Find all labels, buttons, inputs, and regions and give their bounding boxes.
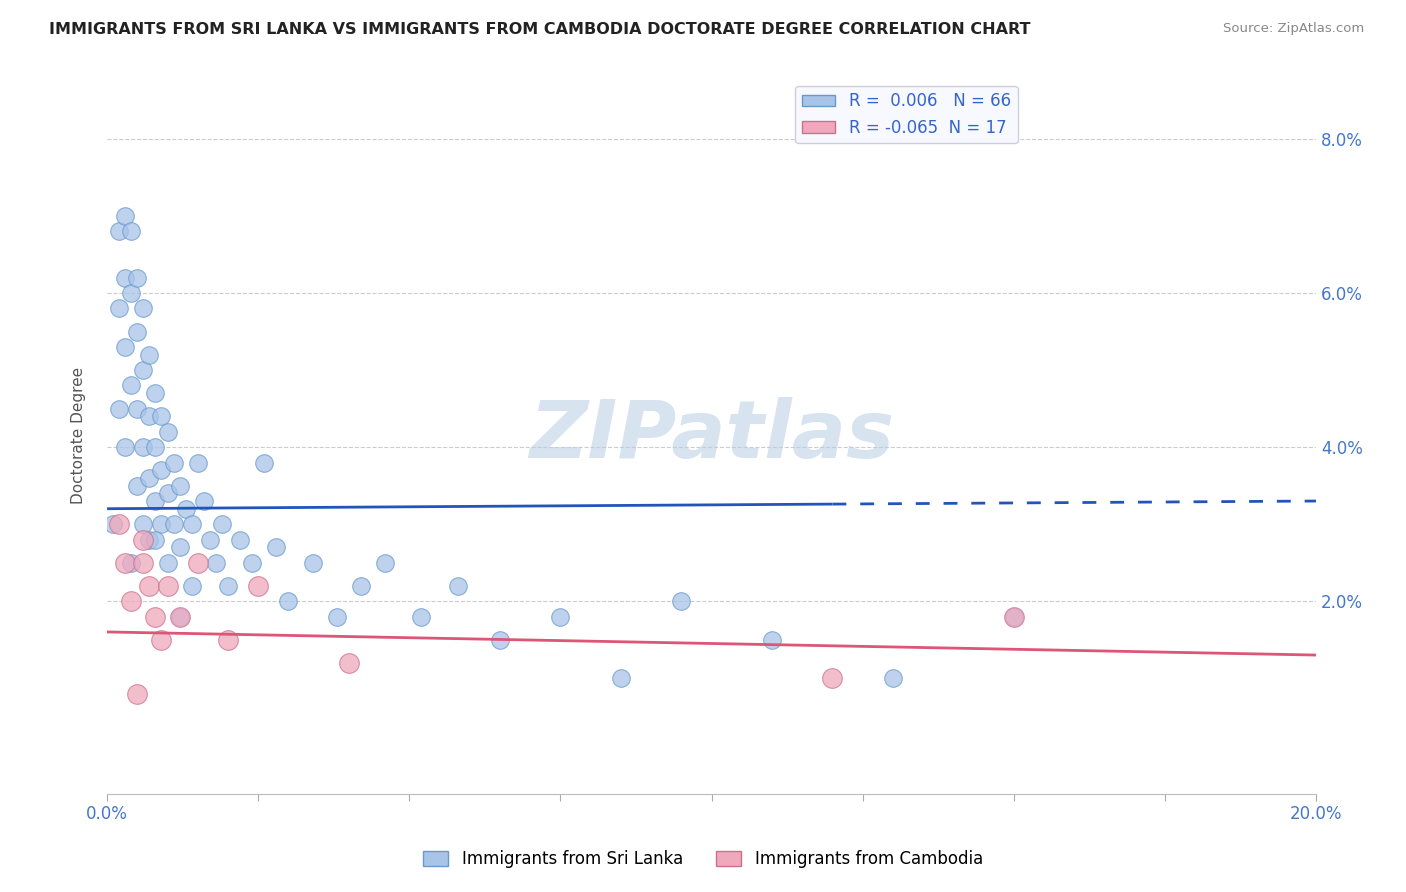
- Point: [150, 409, 173, 424]
- Point: [127, 478, 149, 492]
- Point: [217, 579, 239, 593]
- Point: [138, 533, 160, 547]
- Point: [132, 517, 155, 532]
- Point: [145, 533, 167, 547]
- Point: [761, 632, 783, 647]
- Point: [138, 409, 160, 424]
- Point: [114, 270, 136, 285]
- Point: [145, 386, 167, 401]
- Point: [180, 579, 202, 593]
- Point: [671, 594, 693, 608]
- Point: [114, 340, 136, 354]
- Point: [240, 556, 263, 570]
- Point: [217, 632, 239, 647]
- Point: [162, 456, 184, 470]
- Point: [169, 609, 191, 624]
- Point: [266, 540, 288, 554]
- Point: [156, 486, 179, 500]
- Point: [138, 471, 160, 485]
- Point: [169, 540, 191, 554]
- Text: IMMIGRANTS FROM SRI LANKA VS IMMIGRANTS FROM CAMBODIA DOCTORATE DEGREE CORRELATI: IMMIGRANTS FROM SRI LANKA VS IMMIGRANTS …: [49, 22, 1031, 37]
- Point: [132, 440, 155, 454]
- Y-axis label: Doctorate Degree: Doctorate Degree: [72, 367, 86, 504]
- Point: [120, 224, 142, 238]
- Point: [156, 556, 179, 570]
- Point: [114, 556, 136, 570]
- Point: [114, 440, 136, 454]
- Point: [169, 609, 191, 624]
- Point: [187, 456, 209, 470]
- Point: [127, 325, 149, 339]
- Point: [120, 594, 142, 608]
- Point: [229, 533, 252, 547]
- Point: [132, 363, 155, 377]
- Point: [120, 286, 142, 301]
- Point: [301, 556, 323, 570]
- Point: [193, 494, 215, 508]
- Point: [180, 517, 202, 532]
- Legend: R =  0.006   N = 66, R = -0.065  N = 17: R = 0.006 N = 66, R = -0.065 N = 17: [796, 86, 1018, 144]
- Point: [132, 301, 155, 316]
- Point: [326, 609, 349, 624]
- Point: [108, 224, 131, 238]
- Text: ZIPatlas: ZIPatlas: [529, 397, 894, 475]
- Point: [350, 579, 373, 593]
- Point: [138, 348, 160, 362]
- Point: [162, 517, 184, 532]
- Point: [882, 671, 904, 685]
- Point: [145, 440, 167, 454]
- Point: [150, 517, 173, 532]
- Point: [120, 556, 142, 570]
- Point: [247, 579, 270, 593]
- Point: [550, 609, 572, 624]
- Point: [610, 671, 633, 685]
- Point: [174, 501, 197, 516]
- Text: Source: ZipAtlas.com: Source: ZipAtlas.com: [1223, 22, 1364, 36]
- Point: [1002, 609, 1025, 624]
- Point: [489, 632, 512, 647]
- Point: [120, 378, 142, 392]
- Point: [156, 579, 179, 593]
- Point: [277, 594, 299, 608]
- Point: [411, 609, 433, 624]
- Point: [211, 517, 233, 532]
- Point: [374, 556, 396, 570]
- Point: [253, 456, 276, 470]
- Point: [145, 609, 167, 624]
- Point: [108, 517, 131, 532]
- Point: [114, 209, 136, 223]
- Point: [187, 556, 209, 570]
- Point: [101, 517, 124, 532]
- Point: [447, 579, 470, 593]
- Point: [198, 533, 221, 547]
- Point: [169, 478, 191, 492]
- Point: [821, 671, 844, 685]
- Point: [108, 301, 131, 316]
- Point: [145, 494, 167, 508]
- Point: [156, 425, 179, 439]
- Point: [127, 687, 149, 701]
- Point: [138, 579, 160, 593]
- Point: [108, 401, 131, 416]
- Point: [150, 632, 173, 647]
- Point: [205, 556, 228, 570]
- Legend: Immigrants from Sri Lanka, Immigrants from Cambodia: Immigrants from Sri Lanka, Immigrants fr…: [416, 844, 990, 875]
- Point: [150, 463, 173, 477]
- Point: [132, 533, 155, 547]
- Point: [127, 401, 149, 416]
- Point: [132, 556, 155, 570]
- Point: [337, 656, 360, 670]
- Point: [127, 270, 149, 285]
- Point: [1002, 609, 1025, 624]
